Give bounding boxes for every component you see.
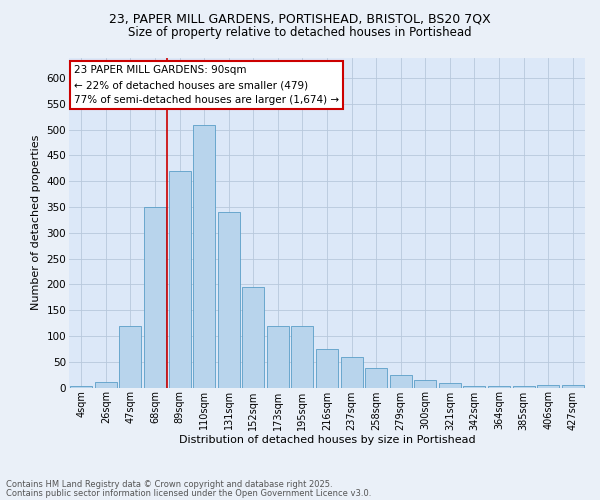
Bar — [537, 385, 559, 388]
Bar — [562, 385, 584, 388]
Bar — [488, 386, 510, 388]
Bar — [119, 326, 142, 388]
Bar — [95, 382, 117, 388]
Bar — [292, 326, 313, 388]
Text: 23, PAPER MILL GARDENS, PORTISHEAD, BRISTOL, BS20 7QX: 23, PAPER MILL GARDENS, PORTISHEAD, BRIS… — [109, 12, 491, 26]
Bar — [341, 356, 362, 388]
Bar — [316, 349, 338, 388]
Bar — [144, 207, 166, 388]
Y-axis label: Number of detached properties: Number of detached properties — [31, 135, 41, 310]
Text: Size of property relative to detached houses in Portishead: Size of property relative to detached ho… — [128, 26, 472, 39]
Bar — [70, 386, 92, 388]
Bar — [389, 374, 412, 388]
Text: Contains HM Land Registry data © Crown copyright and database right 2025.: Contains HM Land Registry data © Crown c… — [6, 480, 332, 489]
Bar — [414, 380, 436, 388]
Bar — [169, 171, 191, 388]
Bar — [463, 386, 485, 388]
Bar — [218, 212, 240, 388]
Bar — [267, 326, 289, 388]
Text: 23 PAPER MILL GARDENS: 90sqm
← 22% of detached houses are smaller (479)
77% of s: 23 PAPER MILL GARDENS: 90sqm ← 22% of de… — [74, 65, 339, 105]
Bar — [365, 368, 387, 388]
Bar — [193, 124, 215, 388]
Text: Contains public sector information licensed under the Open Government Licence v3: Contains public sector information licen… — [6, 488, 371, 498]
Bar — [242, 287, 265, 388]
X-axis label: Distribution of detached houses by size in Portishead: Distribution of detached houses by size … — [179, 435, 475, 445]
Bar — [512, 386, 535, 388]
Bar — [439, 384, 461, 388]
